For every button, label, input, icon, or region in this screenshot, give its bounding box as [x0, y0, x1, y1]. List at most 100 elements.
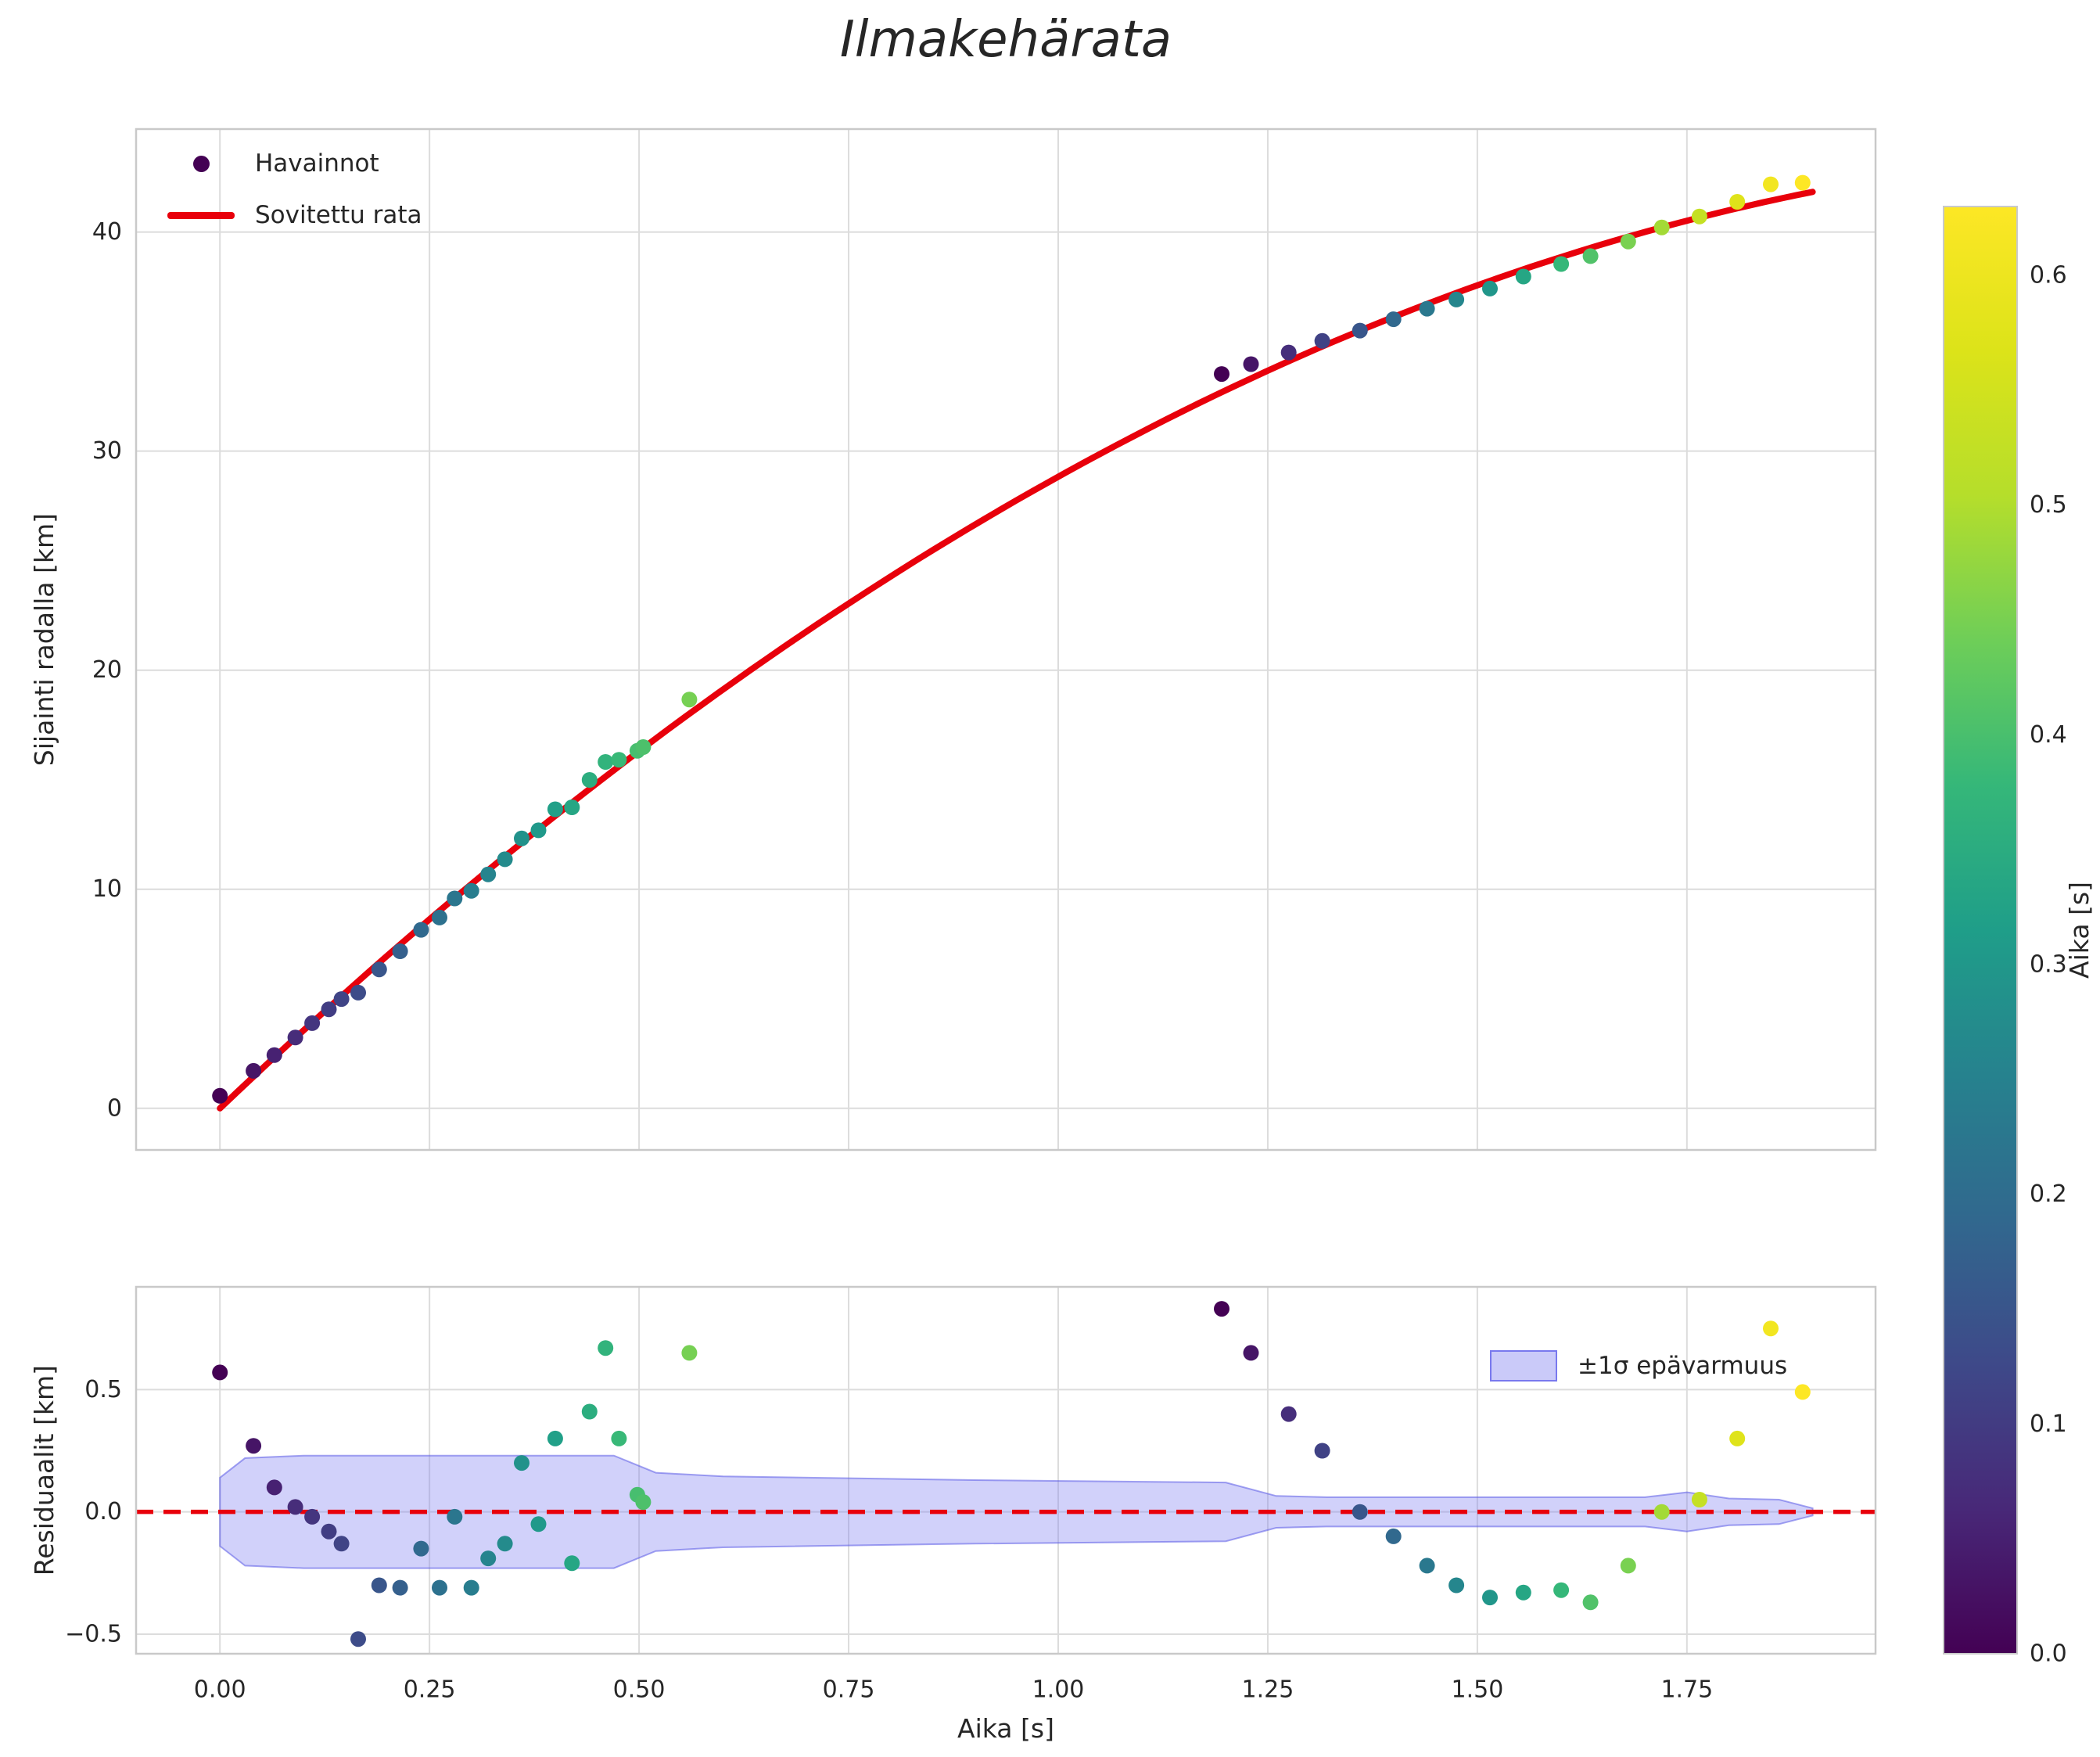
fitted-curve: [217, 189, 1816, 1112]
tick-label: 1.25: [1242, 1676, 1294, 1704]
residual-point: [1763, 1320, 1779, 1337]
residual-point: [321, 1523, 337, 1540]
legend-label-uncertainty: ±1σ epävarmuus: [1578, 1352, 1788, 1380]
figure-title: Ilmakehärata: [839, 11, 1172, 69]
tick-label: 0.3: [2030, 951, 2067, 979]
tick-label: 0.6: [2030, 262, 2067, 289]
observation-point: [598, 754, 614, 770]
tick-label: 0.50: [613, 1676, 666, 1704]
residual-point: [350, 1631, 366, 1647]
legend-item-fitted-line: Sovitettu rata: [167, 192, 422, 238]
residual-point: [611, 1430, 627, 1446]
residual-point: [1385, 1528, 1402, 1544]
residual-point: [413, 1540, 429, 1557]
residual-point: [1653, 1504, 1670, 1520]
residual-point: [1729, 1430, 1746, 1446]
observation-point: [611, 752, 627, 768]
observation-point: [321, 1001, 337, 1018]
observation-point: [581, 772, 598, 788]
observation-point: [1314, 332, 1330, 349]
residual-point: [530, 1516, 547, 1532]
residual-point: [1448, 1577, 1465, 1594]
top-y-axis-label-wrap: Sijainti radalla [km]: [27, 129, 61, 1150]
tick-label: 20: [92, 656, 122, 684]
top-y-axis-label: Sijainti radalla [km]: [28, 512, 59, 767]
observation-point: [564, 799, 580, 815]
residual-point: [333, 1536, 350, 1552]
colorbar-label: Aika [s]: [2063, 882, 2095, 979]
observation-point: [266, 1047, 282, 1063]
observation-point: [432, 909, 447, 925]
observation-point: [1280, 344, 1297, 361]
observation-point: [304, 1015, 321, 1031]
tick-label: 0.2: [2030, 1180, 2067, 1208]
observation-point: [1482, 280, 1498, 296]
residual-point: [1582, 1594, 1599, 1611]
observation-point: [350, 984, 366, 1001]
residual-point: [1553, 1582, 1570, 1598]
residual-point: [287, 1499, 303, 1515]
observation-point: [447, 890, 463, 907]
band-marker-icon: [1490, 1350, 1557, 1382]
residual-point: [392, 1579, 408, 1596]
observation-point: [635, 739, 652, 755]
residual-point: [463, 1579, 479, 1596]
tick-label: 0.25: [404, 1676, 456, 1704]
residual-point: [1691, 1492, 1707, 1507]
axes-border: [135, 128, 1877, 1152]
residual-point: [497, 1536, 513, 1552]
bottom-y-axis-label: Residuaalit [km]: [28, 1364, 59, 1576]
observation-point: [371, 961, 387, 978]
tick-label: 0.5: [2030, 491, 2067, 519]
observation-point: [1419, 300, 1435, 317]
residual-point: [1620, 1558, 1636, 1574]
tick-label: −0.5: [65, 1620, 122, 1647]
colorbar-label-wrap: Aika [s]: [2062, 207, 2096, 1654]
residual-point: [480, 1550, 497, 1567]
tick-label: 0.00: [194, 1676, 246, 1704]
residual-point: [1515, 1584, 1531, 1601]
residual-point: [564, 1555, 580, 1572]
residual-point: [581, 1403, 598, 1420]
legend-item-observations: Havainnot: [167, 141, 422, 186]
residual-point: [212, 1364, 228, 1381]
observation-point: [1763, 176, 1779, 192]
observation-point: [1653, 219, 1670, 235]
observation-point: [514, 830, 529, 846]
observation-point: [212, 1087, 228, 1104]
observation-point: [287, 1029, 303, 1046]
observation-point: [1352, 322, 1368, 339]
scatter-marker-icon: [192, 155, 210, 172]
observation-point: [333, 991, 350, 1008]
tick-label: 0.0: [84, 1498, 122, 1525]
legend-main: Havainnot Sovitettu rata: [167, 141, 422, 238]
residual-point: [432, 1579, 447, 1596]
line-marker-icon: [167, 211, 235, 219]
colorbar: 0.0 0.1 0.2 0.3 0.4 0.5 0.6: [1943, 206, 2067, 1668]
observation-point: [1620, 233, 1636, 250]
tick-label: 40: [92, 218, 122, 246]
residual-point: [1794, 1384, 1811, 1400]
observation-point: [1515, 268, 1531, 285]
tick-label: 10: [92, 875, 122, 903]
residual-point: [1482, 1590, 1498, 1606]
residual-point: [1214, 1301, 1229, 1317]
observation-point: [1214, 366, 1229, 383]
residual-point: [266, 1479, 282, 1496]
observation-point: [547, 801, 563, 817]
observation-point: [497, 851, 513, 868]
legend-residual: ±1σ epävarmuus: [1490, 1350, 1787, 1382]
legend-label-fitted-line: Sovitettu rata: [255, 201, 422, 229]
residual-point: [514, 1455, 529, 1471]
observation-point: [392, 943, 408, 959]
residual-point: [1352, 1504, 1368, 1520]
tick-label: 0: [107, 1094, 122, 1122]
residual-point: [598, 1340, 614, 1356]
residual-point: [304, 1508, 321, 1525]
observation-point: [246, 1062, 262, 1079]
residual-point: [246, 1438, 262, 1454]
residual-point: [1419, 1558, 1435, 1574]
observation-point: [1582, 248, 1599, 264]
residual-point: [635, 1494, 652, 1511]
residual-point: [447, 1508, 463, 1525]
